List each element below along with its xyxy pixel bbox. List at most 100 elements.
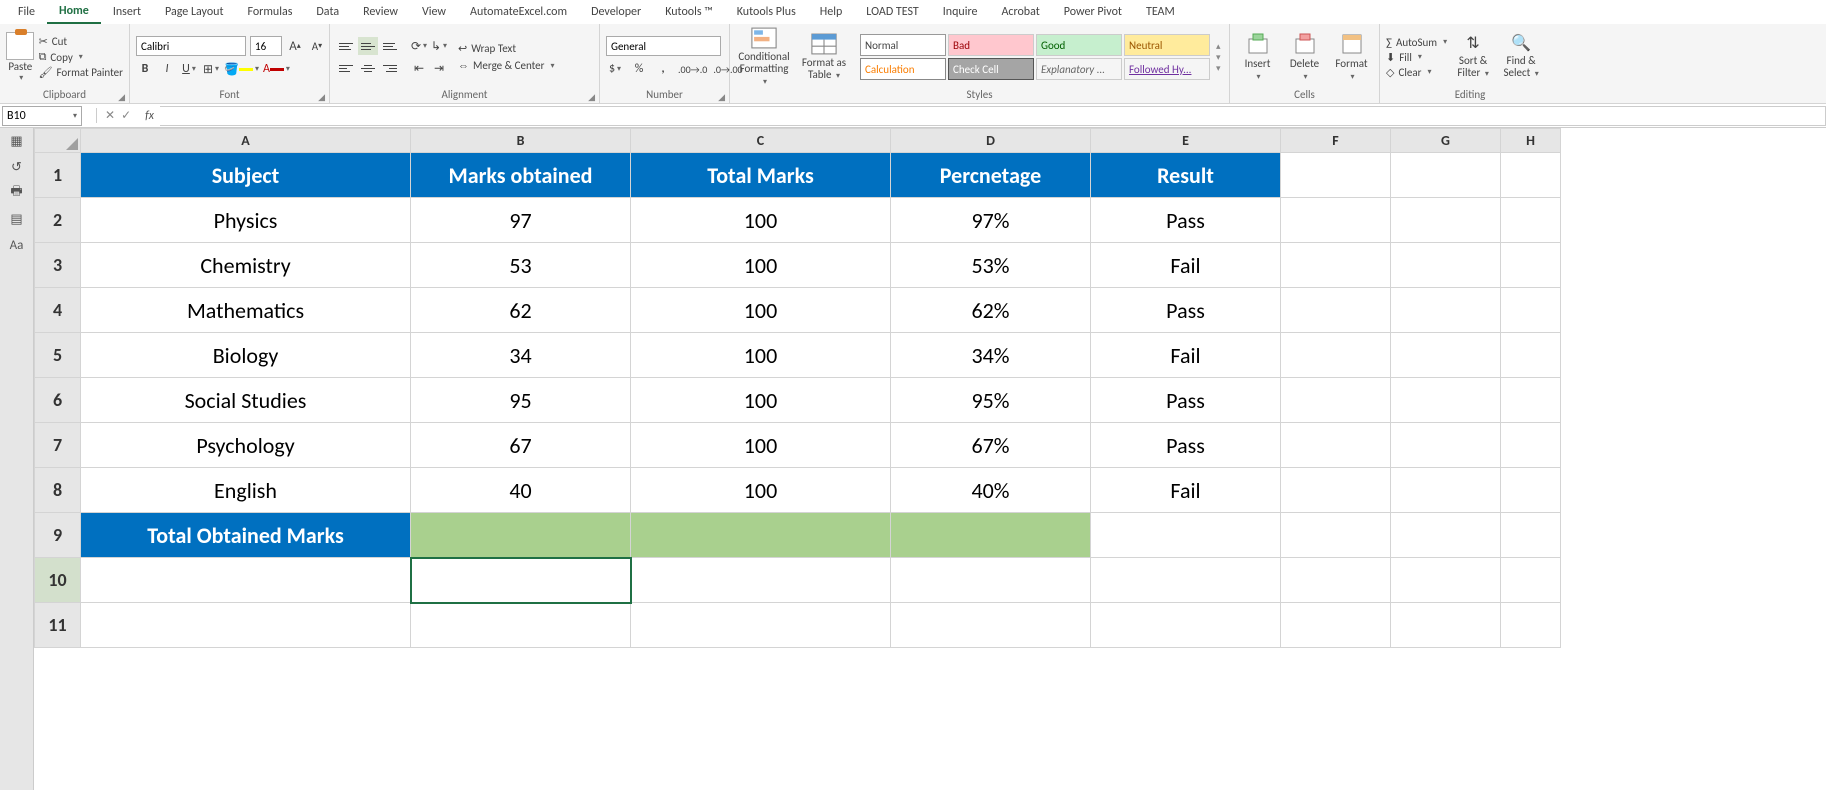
cell-D9[interactable] (891, 513, 1091, 558)
merge-center-button[interactable]: ⇔Merge & Center▾ (458, 59, 555, 72)
cell-E1[interactable]: Result (1091, 153, 1281, 198)
cell-C7[interactable]: 100 (631, 423, 891, 468)
column-header-G[interactable]: G (1391, 129, 1501, 153)
cell-A1[interactable]: Subject (81, 153, 411, 198)
tab-view[interactable]: View (410, 1, 458, 23)
formula-input[interactable] (160, 106, 1826, 126)
column-header-F[interactable]: F (1281, 129, 1391, 153)
tab-acrobat[interactable]: Acrobat (989, 1, 1051, 23)
style-check-cell[interactable]: Check Cell (948, 58, 1034, 80)
cell-H1[interactable] (1501, 153, 1561, 198)
cell-E8[interactable]: Fail (1091, 468, 1281, 513)
cell-D2[interactable]: 97% (891, 198, 1091, 243)
cell-C2[interactable]: 100 (631, 198, 891, 243)
cell-A3[interactable]: Chemistry (81, 243, 411, 288)
autosum-button[interactable]: ∑AutoSum▾ (1386, 36, 1447, 49)
cell-D4[interactable]: 62% (891, 288, 1091, 333)
font-color-button[interactable]: A▾ (263, 60, 290, 78)
tab-kutools-plus[interactable]: Kutools Plus (725, 1, 808, 23)
cell-C3[interactable]: 100 (631, 243, 891, 288)
cell-E11[interactable] (1091, 603, 1281, 648)
format-painter-button[interactable]: 🖌Format Painter (39, 66, 123, 79)
decrease-font-button[interactable]: A▾ (308, 37, 326, 55)
cell-H3[interactable] (1501, 243, 1561, 288)
cell-C6[interactable]: 100 (631, 378, 891, 423)
cell-F11[interactable] (1281, 603, 1391, 648)
wrap-text-button[interactable]: ↩Wrap Text (458, 42, 555, 55)
cell-B7[interactable]: 67 (411, 423, 631, 468)
cell-B4[interactable]: 62 (411, 288, 631, 333)
tool-icon[interactable]: ↺ (8, 158, 26, 176)
cell-C10[interactable] (631, 558, 891, 603)
column-header-H[interactable]: H (1501, 129, 1561, 153)
cell-A9[interactable]: Total Obtained Marks (81, 513, 411, 558)
cell-F5[interactable] (1281, 333, 1391, 378)
cell-F10[interactable] (1281, 558, 1391, 603)
cell-C11[interactable] (631, 603, 891, 648)
cell-D6[interactable]: 95% (891, 378, 1091, 423)
cell-G5[interactable] (1391, 333, 1501, 378)
copy-button[interactable]: ⧉Copy▾ (39, 50, 123, 64)
cell-G4[interactable] (1391, 288, 1501, 333)
cell-C4[interactable]: 100 (631, 288, 891, 333)
accounting-format-button[interactable]: $▾ (606, 60, 624, 78)
cancel-formula-button[interactable]: ✕ (105, 108, 115, 123)
orientation-button2[interactable]: ↳▾ (430, 37, 448, 55)
cell-B9[interactable] (411, 513, 631, 558)
cell-E4[interactable]: Pass (1091, 288, 1281, 333)
tab-file[interactable]: File (6, 1, 47, 23)
cell-D8[interactable]: 40% (891, 468, 1091, 513)
cell-B5[interactable]: 34 (411, 333, 631, 378)
row-header-8[interactable]: 8 (35, 468, 81, 513)
row-header-7[interactable]: 7 (35, 423, 81, 468)
cell-H4[interactable] (1501, 288, 1561, 333)
tool-icon[interactable]: ▤ (8, 210, 26, 228)
cell-H11[interactable] (1501, 603, 1561, 648)
cell-G11[interactable] (1391, 603, 1501, 648)
row-header-5[interactable]: 5 (35, 333, 81, 378)
cell-E2[interactable]: Pass (1091, 198, 1281, 243)
dialog-launcher-icon[interactable]: ◢ (118, 92, 125, 103)
tab-insert[interactable]: Insert (101, 1, 153, 23)
tab-page-layout[interactable]: Page Layout (153, 1, 235, 23)
cell-C9[interactable] (631, 513, 891, 558)
cell-D3[interactable]: 53% (891, 243, 1091, 288)
cell-H7[interactable] (1501, 423, 1561, 468)
align-top-button[interactable] (336, 37, 356, 55)
row-header-11[interactable]: 11 (35, 603, 81, 648)
comma-format-button[interactable]: , (654, 60, 672, 78)
row-header-2[interactable]: 2 (35, 198, 81, 243)
worksheet[interactable]: ABCDEFGH1SubjectMarks obtainedTotal Mark… (34, 128, 1826, 790)
underline-button[interactable]: U▾ (180, 60, 198, 78)
cell-F3[interactable] (1281, 243, 1391, 288)
cell-G9[interactable] (1391, 513, 1501, 558)
style-neutral[interactable]: Neutral (1124, 34, 1210, 56)
tab-help[interactable]: Help (808, 1, 855, 23)
cell-E5[interactable]: Fail (1091, 333, 1281, 378)
column-header-B[interactable]: B (411, 129, 631, 153)
sort-filter-button[interactable]: ⇅ Sort &Filter ▾ (1451, 35, 1495, 79)
dialog-launcher-icon[interactable]: ◢ (718, 92, 725, 103)
cell-styles-gallery[interactable]: Normal Bad Good Neutral Calculation Chec… (860, 34, 1210, 80)
cell-B2[interactable]: 97 (411, 198, 631, 243)
cell-E6[interactable]: Pass (1091, 378, 1281, 423)
cell-B8[interactable]: 40 (411, 468, 631, 513)
tab-data[interactable]: Data (304, 1, 351, 23)
conditional-formatting-button[interactable]: ConditionalFormatting ▾ (736, 27, 792, 87)
cell-B3[interactable]: 53 (411, 243, 631, 288)
tab-kutools-[interactable]: Kutools ™ (653, 1, 725, 23)
row-header-6[interactable]: 6 (35, 378, 81, 423)
cell-A8[interactable]: English (81, 468, 411, 513)
clear-button[interactable]: ◇Clear▾ (1386, 66, 1447, 79)
cell-F1[interactable] (1281, 153, 1391, 198)
tab-team[interactable]: TEAM (1134, 1, 1187, 23)
tab-home[interactable]: Home (47, 0, 101, 24)
borders-button[interactable]: ⊞▾ (202, 60, 220, 78)
cell-B1[interactable]: Marks obtained (411, 153, 631, 198)
cell-A4[interactable]: Mathematics (81, 288, 411, 333)
cell-A10[interactable] (81, 558, 411, 603)
style-bad[interactable]: Bad (948, 34, 1034, 56)
row-header-9[interactable]: 9 (35, 513, 81, 558)
find-select-button[interactable]: 🔍 Find &Select ▾ (1499, 35, 1543, 79)
cell-F9[interactable] (1281, 513, 1391, 558)
